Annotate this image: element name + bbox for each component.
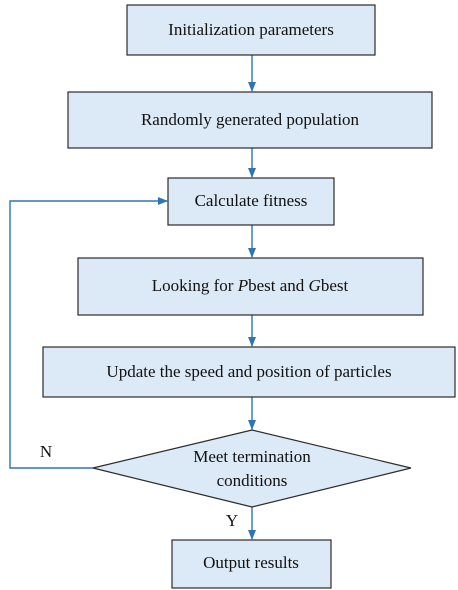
loop-arrow [9, 197, 168, 469]
node-label: Randomly generated population [141, 110, 360, 129]
process-box [167, 177, 335, 226]
edge-label: Y [226, 511, 238, 530]
node-label: Looking for Pbest and Gbest [152, 276, 349, 295]
node-label: Output results [203, 553, 299, 572]
edge-label: N [40, 442, 52, 461]
label-part: G [309, 276, 321, 295]
process-box [42, 346, 456, 398]
label-part: best [321, 276, 349, 295]
arrows [9, 55, 256, 540]
node-label: conditions [217, 471, 288, 490]
decision-diamond [92, 429, 412, 508]
label-part: Looking for [152, 276, 238, 295]
label-part: P [237, 276, 248, 295]
node-label: Calculate fitness [195, 191, 308, 210]
label-part: best and [248, 276, 308, 295]
process-box [126, 4, 376, 56]
node-label: Meet termination [193, 447, 311, 466]
process-box [77, 257, 424, 316]
node-label: Update the speed and position of particl… [106, 362, 391, 381]
process-box [67, 91, 433, 149]
node-label: Initialization parameters [168, 20, 334, 39]
process-box [171, 539, 332, 589]
